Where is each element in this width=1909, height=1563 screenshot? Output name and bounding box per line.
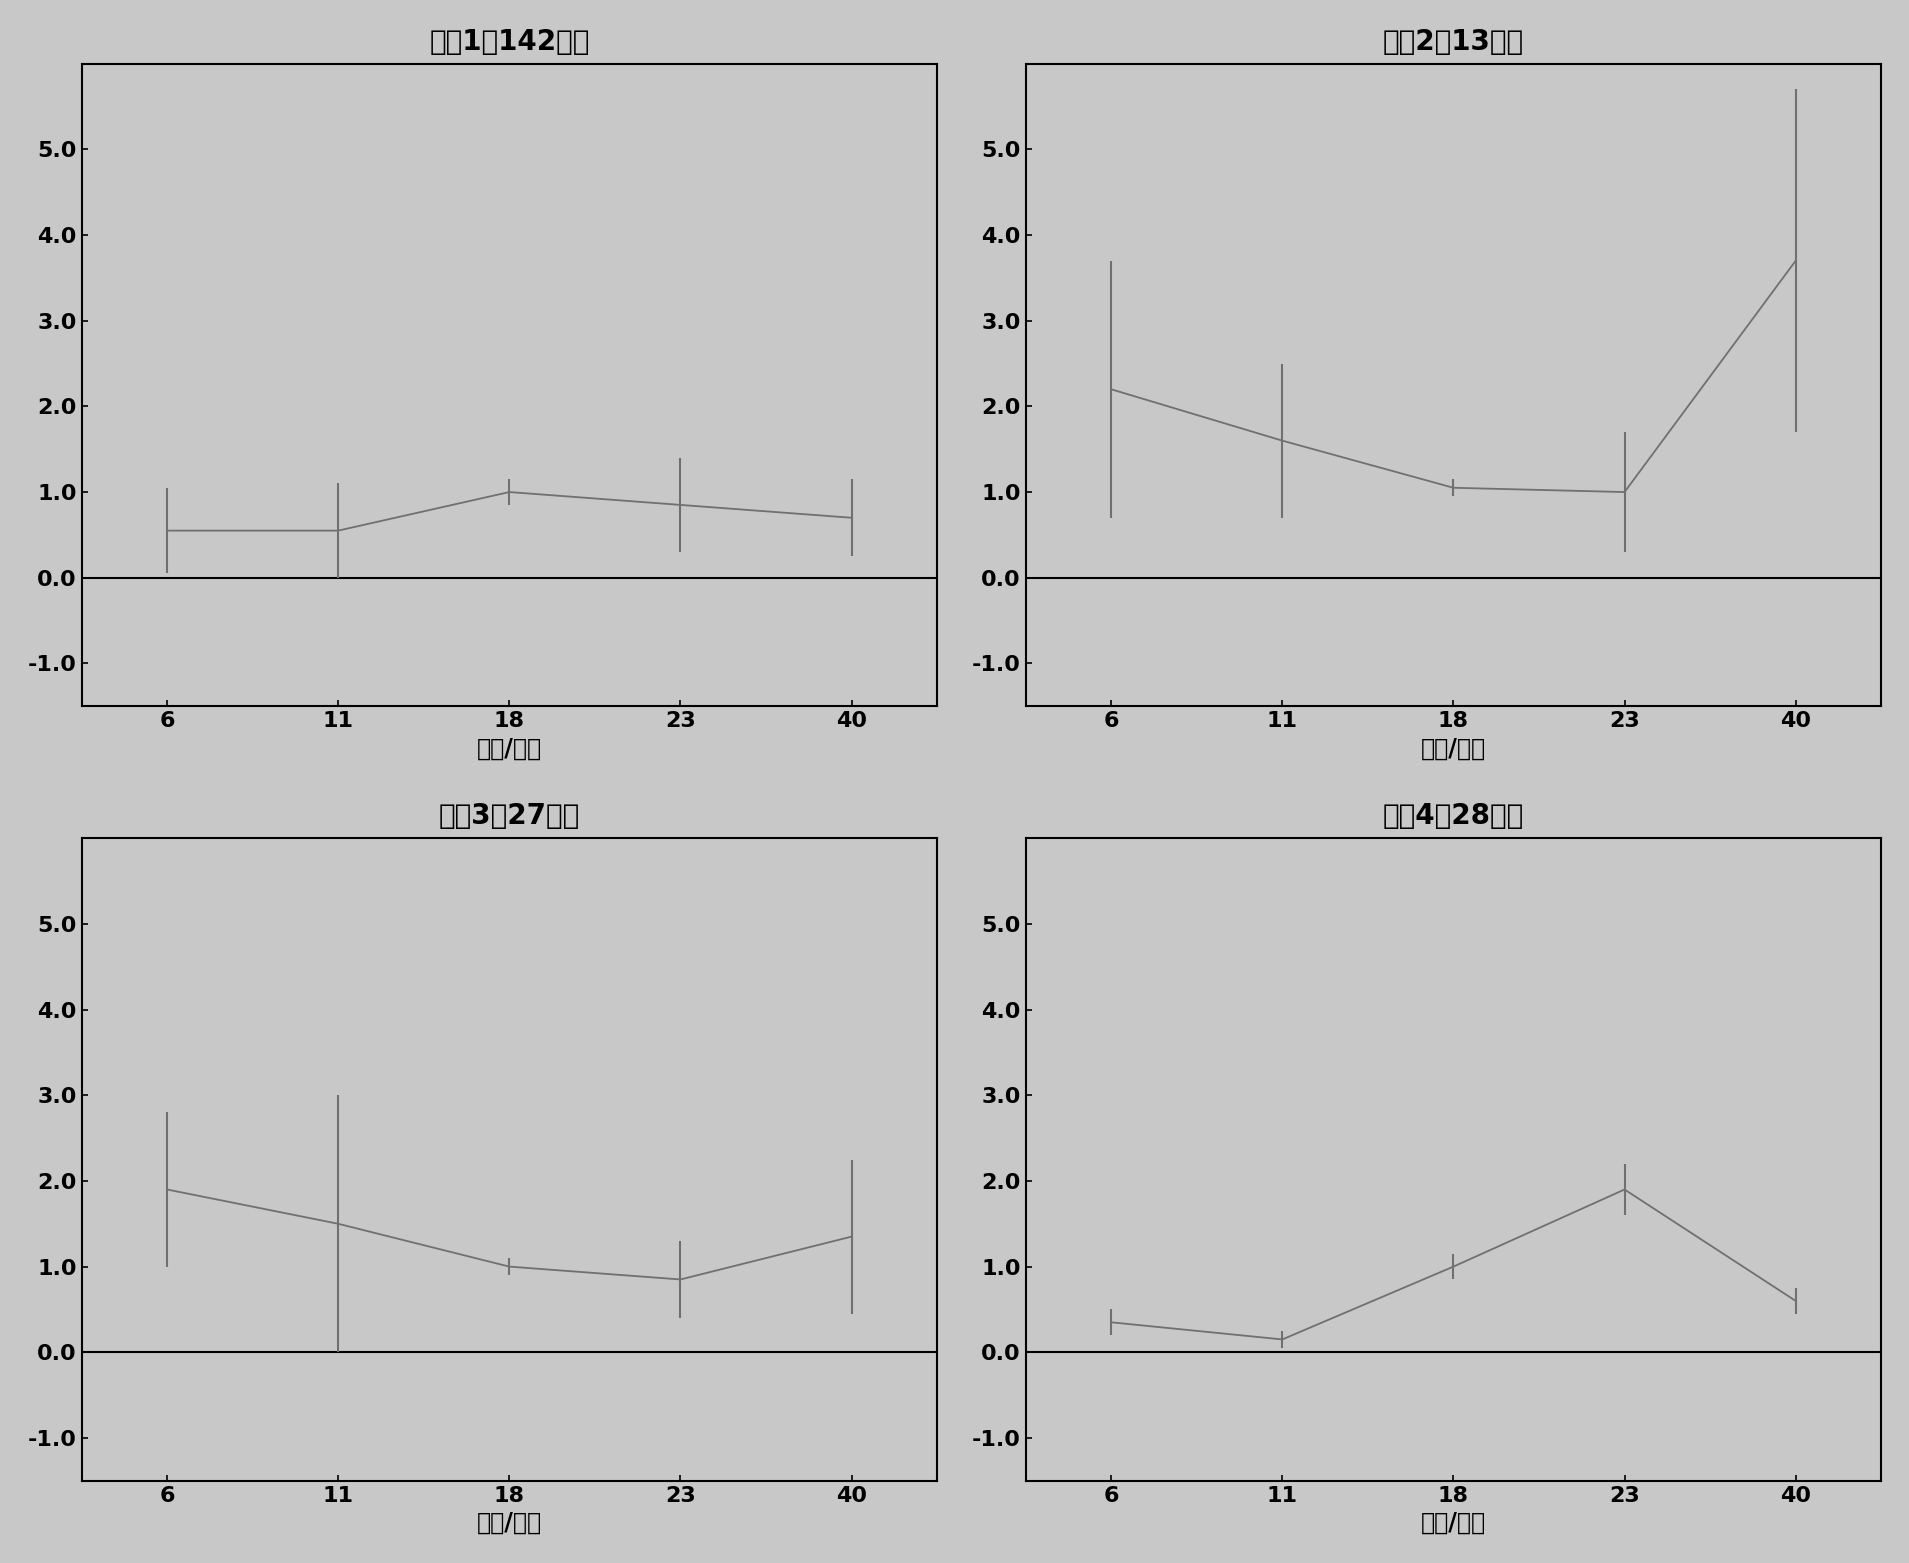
Title: 类列3（27种）: 类列3（27种） bbox=[439, 802, 580, 830]
X-axis label: 时间/小时: 时间/小时 bbox=[477, 736, 542, 761]
Title: 类列4（28种）: 类列4（28种） bbox=[1382, 802, 1523, 830]
X-axis label: 时间/小时: 时间/小时 bbox=[477, 1511, 542, 1535]
X-axis label: 时间/小时: 时间/小时 bbox=[1420, 736, 1485, 761]
Title: 类列2（13种）: 类列2（13种） bbox=[1382, 28, 1523, 56]
X-axis label: 时间/小时: 时间/小时 bbox=[1420, 1511, 1485, 1535]
Title: 类列1（142种）: 类列1（142种） bbox=[430, 28, 590, 56]
